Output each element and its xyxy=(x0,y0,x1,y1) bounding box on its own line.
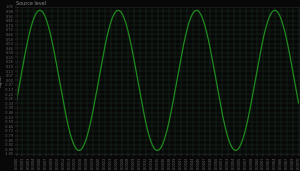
Text: Source level: Source level xyxy=(16,1,46,6)
Y-axis label: Signal: Signal xyxy=(0,74,3,87)
